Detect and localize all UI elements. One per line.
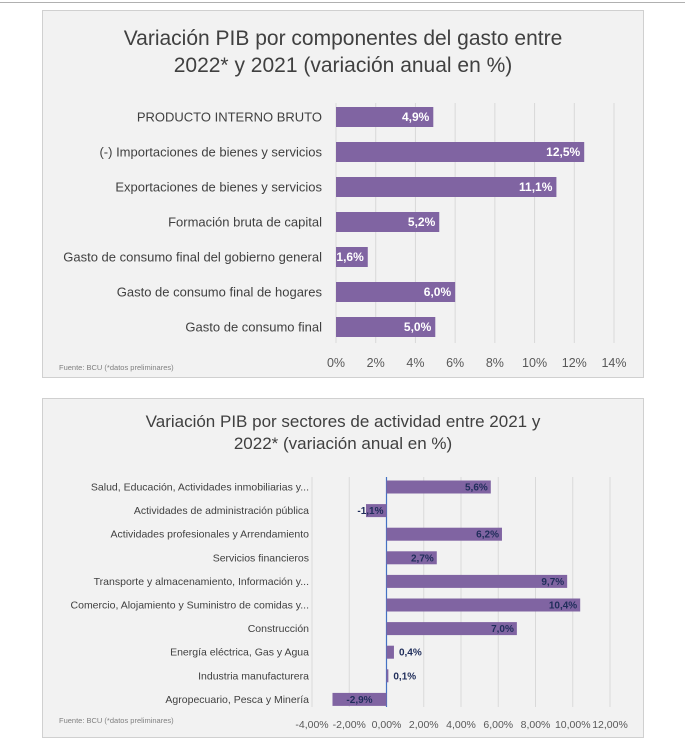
x-tick-label: 0,00% (372, 719, 402, 731)
category-label: Salud, Educación, Actividades inmobiliar… (91, 482, 309, 494)
x-tick-label: -2,00% (333, 719, 366, 731)
x-tick-label: 2,00% (409, 719, 439, 731)
category-label: Transporte y almacenamiento, Información… (94, 576, 309, 588)
data-label: 6,2% (476, 530, 499, 541)
data-label: 4,9% (402, 110, 430, 124)
chart-title: Variación PIB por sectores de actividad … (145, 412, 541, 454)
bar (386, 598, 581, 612)
x-tick-label: 6,00% (483, 719, 513, 731)
x-tick-label: 14% (601, 356, 626, 370)
bar (336, 142, 585, 162)
bar-chart-components: 0% 2% 4% 6% 8% 10% 12% 14% PRODUCTO INTERNO BRUT… (63, 103, 627, 370)
bar (336, 212, 440, 232)
top-divider-line (0, 2, 685, 3)
chart-panel-components: Variación PIB por componentes del gasto … (42, 10, 644, 378)
x-tick-label: 12% (562, 356, 587, 370)
data-label: 10,4% (549, 601, 577, 612)
category-label: Agropecuario, Pesca y Minería (165, 694, 309, 706)
category-label: Gasto de consumo final (185, 320, 322, 335)
data-label: 6,0% (424, 285, 452, 299)
category-label: Actividades de administración pública (134, 505, 309, 517)
data-label: 11,1% (519, 180, 553, 194)
bar (336, 107, 434, 127)
bar (386, 669, 389, 683)
x-tick-label: 10% (522, 356, 547, 370)
x-tick-label: 6% (446, 356, 464, 370)
category-label: Servicios financieros (213, 552, 309, 564)
x-tick-label: 8% (486, 356, 504, 370)
category-label: Industria manufacturera (198, 670, 309, 682)
x-tick-label: 10,00% (555, 719, 591, 731)
bar (332, 692, 387, 706)
data-label: 0,4% (399, 648, 422, 659)
category-label: (-) Importaciones de bienes y servicios (99, 145, 322, 160)
data-label: 9,7% (541, 577, 564, 588)
data-label: 2,7% (411, 553, 434, 564)
data-label: 5,6% (465, 483, 488, 494)
category-label: Energía eléctrica, Gas y Agua (170, 647, 309, 659)
x-tick-label: -4,00% (295, 719, 328, 731)
category-label: Comercio, Alojamiento y Suministro de co… (71, 600, 309, 612)
data-label: -1,1% (357, 506, 383, 517)
category-label: Formación bruta de capital (168, 215, 322, 230)
chart-title: Variación PIB por componentes del gasto … (123, 27, 563, 78)
category-label: Actividades profesionales y Arrendamient… (111, 529, 310, 541)
x-tick-label: 2% (367, 356, 385, 370)
data-label: -2,9% (346, 695, 372, 706)
category-label: Construcción (248, 623, 309, 635)
x-tick-label: 4,00% (446, 719, 476, 731)
data-label: 12,5% (546, 145, 580, 159)
bar (336, 282, 456, 302)
bar (386, 551, 437, 565)
x-tick-label: 0% (327, 356, 345, 370)
chart-panel-sectors: Variación PIB por sectores de actividad … (42, 398, 644, 738)
category-label: Exportaciones de bienes y servicios (115, 180, 322, 195)
bar-chart-sectors: -4,00% -2,00% 0,00% 2,00% 4,00% 6,00% 8,00% 10,… (71, 477, 628, 731)
category-label: Gasto de consumo final de hogares (117, 285, 323, 300)
chart-source-note: Fuente: BCU (*datos preliminares) (59, 363, 174, 372)
bar (386, 645, 394, 659)
data-label: 5,2% (408, 215, 436, 229)
x-tick-label: 4% (406, 356, 424, 370)
data-label: 0,1% (393, 671, 416, 682)
x-tick-label: 12,00% (592, 719, 628, 731)
x-tick-label: 8,00% (521, 719, 551, 731)
category-label: Gasto de consumo final del gobierno gene… (63, 250, 322, 265)
chart-source-note: Fuente: BCU (*datos preliminares) (59, 716, 174, 725)
bar (336, 177, 557, 197)
bar (386, 480, 491, 494)
bar (366, 504, 387, 518)
data-label: 1,6% (336, 250, 364, 264)
bar (336, 317, 436, 337)
bar (336, 247, 368, 267)
bar (386, 527, 502, 541)
category-label: PRODUCTO INTERNO BRUTO (137, 110, 322, 125)
data-label: 5,0% (404, 320, 432, 334)
bar (386, 574, 568, 588)
data-label: 7,0% (491, 624, 514, 635)
bar (386, 622, 517, 636)
